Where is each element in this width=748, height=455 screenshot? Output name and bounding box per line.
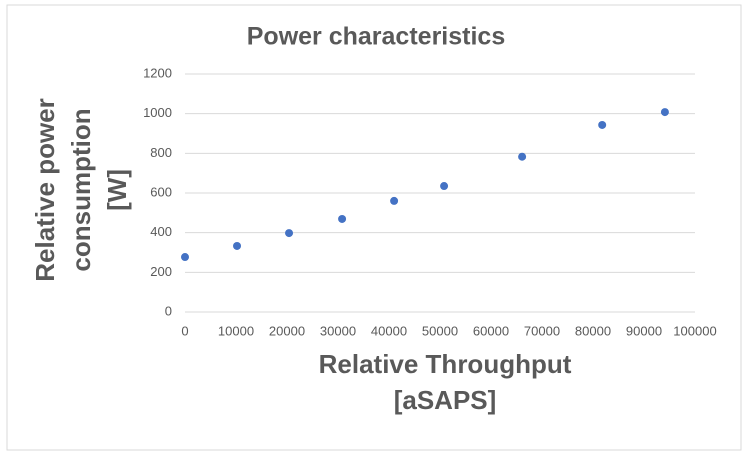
x-tick-label: 50000 — [422, 323, 458, 338]
x-tick-label: 40000 — [371, 323, 407, 338]
point — [598, 120, 607, 129]
x-tick-label: 10000 — [218, 323, 254, 338]
point — [338, 214, 347, 223]
y-tick-label: 200 — [150, 264, 172, 279]
point — [285, 229, 294, 238]
point — [181, 253, 189, 262]
x-tick-label: 70000 — [524, 323, 560, 338]
x-tick-label: 30000 — [320, 323, 356, 338]
x-tick-label: 100000 — [673, 323, 716, 338]
x-tick-label: 60000 — [473, 323, 509, 338]
x-axis-label: [aSAPS] — [394, 385, 497, 415]
point — [233, 241, 242, 250]
y-axis-label: [W] — [102, 169, 132, 211]
chart-frame — [6, 4, 742, 451]
y-tick-label: 1200 — [143, 65, 172, 80]
y-axis-label: consumption — [66, 108, 96, 271]
x-axis-label: Relative Throughput — [319, 349, 572, 379]
x-tick-label: 80000 — [575, 323, 611, 338]
point — [518, 152, 527, 161]
point — [660, 108, 669, 117]
y-axis-label: Relative power — [30, 98, 60, 282]
point — [440, 182, 449, 191]
x-tick-label: 90000 — [626, 323, 662, 338]
y-tick-label: 400 — [150, 224, 172, 239]
x-tick-label: 20000 — [269, 323, 305, 338]
chart-title: Power characteristics — [247, 23, 505, 51]
point — [390, 196, 399, 205]
y-tick-label: 600 — [150, 184, 172, 199]
x-tick-label: 0 — [181, 323, 188, 338]
y-tick-label: 800 — [150, 145, 172, 160]
y-tick-label: 0 — [165, 303, 172, 318]
y-tick-label: 1000 — [143, 105, 172, 120]
